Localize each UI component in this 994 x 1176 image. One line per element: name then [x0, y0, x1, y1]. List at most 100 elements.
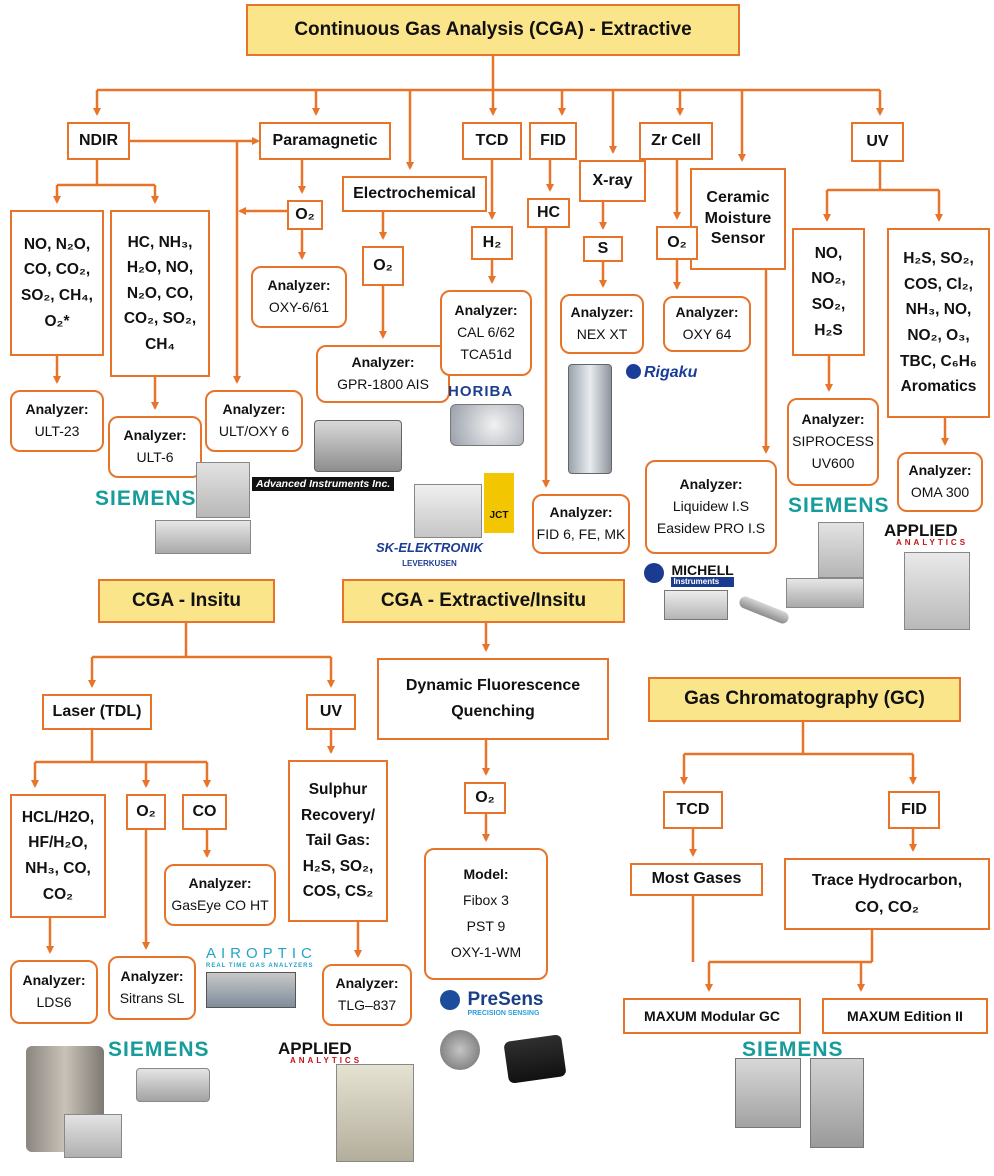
laser-gas-list: HCL/H2O, HF/H₂O, NH₃, CO, CO₂	[10, 794, 106, 918]
analyzer-cal-6-62: Analyzer: CAL 6/62 TCA51d	[440, 290, 532, 376]
dfq-o2: O₂	[464, 782, 506, 814]
gas-line: O₂*	[44, 312, 70, 330]
header-cga-extractive: Continuous Gas Analysis (CGA) - Extracti…	[246, 4, 740, 56]
gas-line: COS, Cl₂,	[904, 275, 973, 293]
airoptic-logo-sub: REAL TIME GAS ANALYZERS	[206, 962, 314, 969]
rigaku-analyzer-image	[568, 364, 612, 474]
gas-line: H₂S, SO₂,	[903, 250, 974, 268]
technique-insitu-uv: UV	[306, 694, 356, 730]
analyzer-label: Analyzer:	[222, 401, 286, 418]
analyzer-siprocess-uv600: Analyzer: SIPROCESS UV600	[787, 398, 879, 486]
gas-line: HF/H₂O,	[28, 834, 88, 852]
analyzer-label: Analyzer:	[267, 277, 331, 294]
model-box: Model: Fibox 3 PST 9 OXY-1-WM	[424, 848, 548, 980]
gc-most-gases: Most Gases	[630, 863, 763, 896]
model-label: Model:	[463, 866, 509, 883]
gas-line: H₂O, NO,	[126, 259, 194, 277]
presens-sensor-probe-image	[440, 1030, 480, 1070]
analyzer-ult-6: Analyzer: ULT-6	[108, 416, 202, 478]
rigaku-logo: Rigaku	[626, 364, 697, 382]
sulphur-recovery-box: Sulphur Recovery/ Tail Gas: H₂S, SO₂, CO…	[288, 760, 388, 922]
zr-cell-o2: O₂	[656, 226, 698, 260]
gas-line: Aromatics	[900, 378, 977, 396]
analyzer-lds6: Analyzer: LDS6	[10, 960, 98, 1024]
analyzer-model: TCA51d	[460, 345, 512, 362]
xray-s: S	[583, 236, 623, 262]
analyzer-model: Easidew PRO I.S	[656, 519, 766, 536]
maxum-edition-ii: MAXUM Edition II	[822, 998, 988, 1034]
applied-logo-sub: ANALYTICS	[896, 538, 969, 547]
model-name: PST 9	[466, 918, 506, 934]
ceramic-line-1: Ceramic	[706, 188, 770, 206]
horiba-analyzer-image	[450, 404, 524, 446]
maxum-edition-ii-image	[810, 1058, 864, 1148]
presens-logo-text: PreSens	[467, 989, 544, 1010]
trace-line-1: Trace Hydrocarbon,	[811, 871, 963, 889]
analyzer-label: Analyzer:	[675, 304, 739, 321]
gc-fid: FID	[888, 791, 940, 829]
gas-line: NO,	[814, 244, 843, 262]
uv-gas-list-1: NO, NO₂, SO₂, H₂S	[792, 228, 865, 356]
siemens-logo: SIEMENS	[108, 1038, 210, 1061]
presens-logo: PreSens PRECISION SENSING	[440, 990, 544, 1017]
analyzer-model: FID 6, FE, MK	[536, 526, 626, 542]
analyzer-label: Analyzer:	[549, 504, 613, 521]
siemens-logo: SIEMENS	[742, 1038, 844, 1061]
siemens-siprocess-rack-image	[786, 578, 864, 608]
analyzer-ult-23: Analyzer: ULT-23	[10, 390, 104, 452]
analyzer-label: Analyzer:	[22, 972, 86, 989]
jct-logo: JCT	[484, 473, 514, 533]
applied-logo-sub: ANALYTICS	[290, 1056, 363, 1065]
sk-logo-text: SK-ELEKTRONIK	[376, 540, 483, 555]
gas-line: NO₂,	[811, 270, 846, 288]
analyzer-liquidew: Analyzer: Liquidew I.S Easidew PRO I.S	[645, 460, 777, 554]
analyzer-model: ULT-23	[34, 423, 80, 439]
header-gas-chromatography: Gas Chromatography (GC)	[648, 677, 961, 722]
gas-line: Recovery/	[300, 806, 376, 824]
dynamic-fluorescence-quenching: Dynamic Fluorescence Quenching	[377, 658, 609, 740]
analyzer-model: LDS6	[36, 994, 72, 1010]
analyzer-model: ULT-6	[136, 449, 174, 465]
analyzer-model: GPR-1800 AIS	[337, 376, 429, 392]
gas-line: H₂S	[814, 321, 843, 339]
analyzer-model: OMA 300	[910, 484, 970, 500]
siemens-sitrans-image	[136, 1068, 210, 1102]
michell-logo-text: MICHELL	[671, 562, 734, 578]
laser-o2: O₂	[126, 794, 166, 830]
rigaku-logo-text: Rigaku	[644, 364, 698, 381]
airoptic-logo: AIROPTIC REAL TIME GAS ANALYZERS	[206, 945, 317, 969]
analyzer-sitrans-sl: Analyzer: Sitrans SL	[108, 956, 196, 1020]
horiba-logo: HORIBA	[448, 383, 514, 400]
technique-ndir: NDIR	[67, 122, 130, 160]
gas-line: NO, N₂O,	[23, 235, 91, 253]
analyzer-label: Analyzer:	[120, 968, 184, 985]
gas-line: CO₂	[42, 885, 74, 903]
sk-elektronik-analyzer-image	[414, 484, 482, 538]
analyzer-nex-xt: Analyzer: NEX XT	[560, 294, 644, 354]
gc-tcd: TCD	[663, 791, 723, 829]
analyzer-model: NEX XT	[576, 326, 628, 342]
siemens-logo: SIEMENS	[788, 494, 890, 517]
analyzer-label: Analyzer:	[570, 304, 634, 321]
jct-logo-text: JCT	[489, 510, 509, 521]
laser-co: CO	[182, 794, 227, 830]
gas-line: SO₂, CH₄,	[21, 287, 93, 304]
technique-fid: FID	[529, 122, 577, 160]
analyzer-model: SIPROCESS	[792, 433, 874, 450]
advanced-instruments-logo: Advanced Instruments Inc.	[252, 477, 395, 491]
analyzer-label: Analyzer:	[25, 401, 89, 418]
dfq-line-1: Dynamic Fluorescence	[405, 677, 581, 695]
technique-ceramic-moisture-sensor: Ceramic Moisture Sensor	[690, 168, 786, 270]
siemens-ult-analyzer-image	[196, 462, 250, 518]
siemens-siprocess-image	[818, 522, 864, 578]
analyzer-ult-oxy-6: Analyzer: ULT/OXY 6	[205, 390, 303, 452]
michell-analyzer-image	[664, 590, 728, 620]
siemens-lds6-unit-image	[64, 1114, 122, 1158]
gas-line: NH₃, NO,	[905, 301, 972, 319]
electrochemical-o2: O₂	[362, 246, 404, 286]
analyzer-label: Analyzer:	[801, 411, 865, 428]
sk-logo-sub: LEVERKUSEN	[402, 559, 457, 569]
gas-line: HCL/H2O,	[21, 808, 95, 826]
analyzer-gpr-1800-ais: Analyzer: GPR-1800 AIS	[316, 345, 450, 403]
